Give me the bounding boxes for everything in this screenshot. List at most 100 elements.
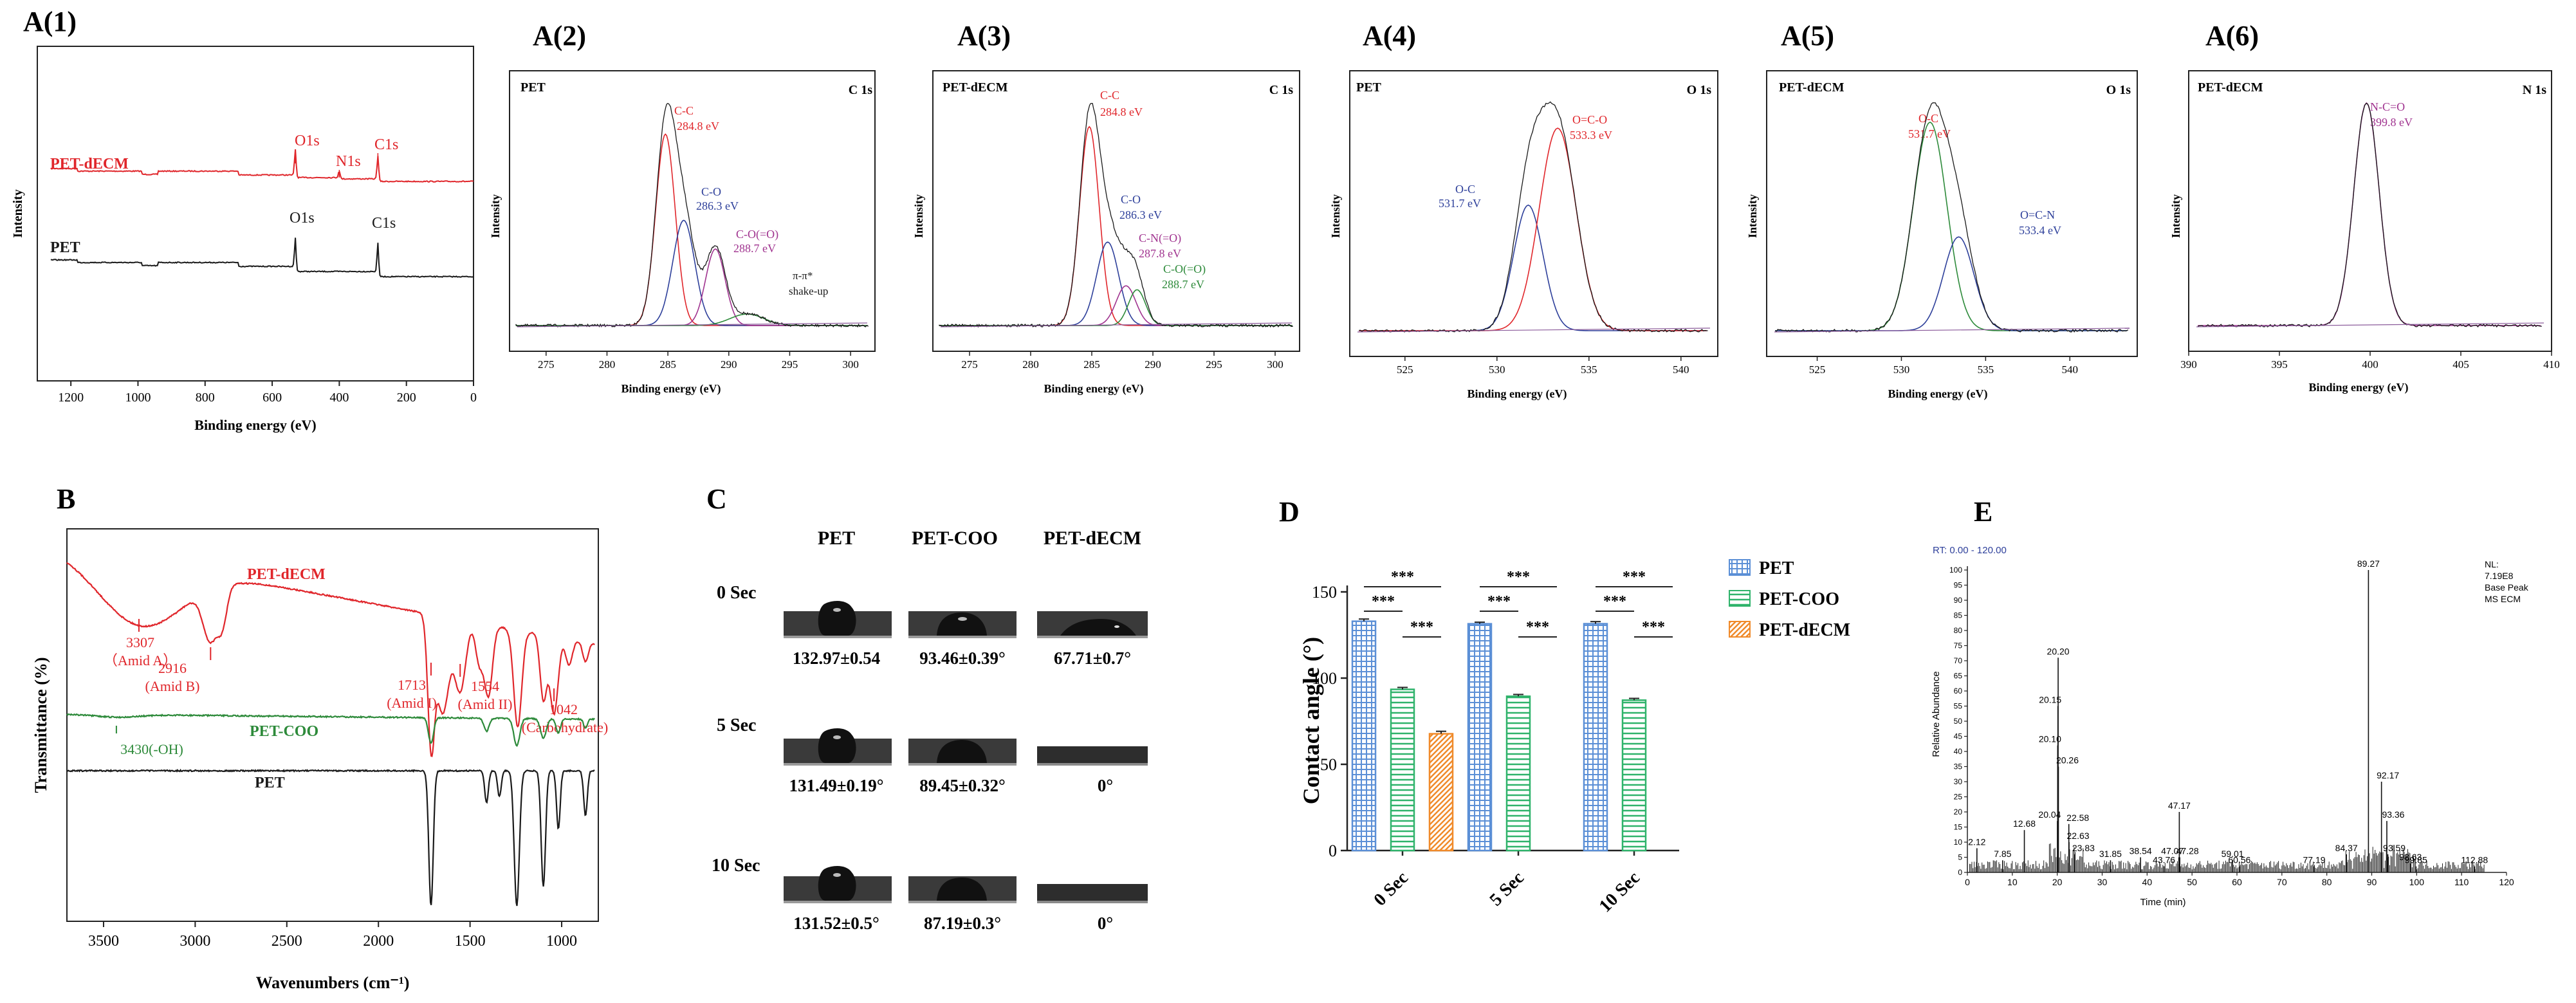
e-peak-label-26: 99.85: [2405, 855, 2427, 865]
a5-region: O 1s: [2106, 83, 2131, 97]
d-sig-2-0: ***: [1623, 569, 1646, 585]
a3-component-1: [939, 241, 1293, 326]
a3-sample: PET-dECM: [943, 80, 1008, 95]
a2-val-pi: shake-up: [789, 285, 828, 297]
c-col-coo: PET-COO: [912, 528, 998, 549]
a6-ylabel: Intensity: [2169, 194, 2182, 238]
e-ytick-label-12: 60: [1954, 686, 1963, 695]
a3-xtick-label-2: 285: [1083, 358, 1100, 371]
a1-lines: [50, 149, 474, 279]
e-peak-label-1: 7.85: [1994, 849, 2011, 859]
a1-peak-o1s-pet: O1s: [290, 210, 315, 226]
e-peak-label-3: 20.04: [2038, 809, 2061, 820]
e-ytick-label-3: 15: [1954, 823, 1963, 832]
e-xtick-label-10: 100: [2409, 877, 2425, 887]
b-line-decm: [66, 562, 595, 757]
a5-sample: PET-dECM: [1779, 80, 1845, 95]
c-row0-time: 0 Sec: [717, 583, 756, 603]
b-line-pet: [66, 768, 595, 906]
e-peak-label-18: 60.56: [2228, 855, 2250, 865]
a3-xtick-label-3: 290: [1145, 358, 1161, 371]
e-peak-label-15: 47.17: [2168, 800, 2191, 811]
a5-xlabel: Binding energy (eV): [1888, 387, 1988, 401]
d-sig-0-0: ***: [1391, 569, 1414, 585]
b-ann-2916-sub: (Amid B): [145, 678, 200, 694]
e-ytick-label-7: 35: [1954, 762, 1963, 771]
a2-sample: PET: [520, 80, 546, 95]
a5-xtick-label-2: 535: [1978, 363, 1994, 376]
chart-a1: 1200 1000 800 600 400 200 0 Binding energy (eV…: [11, 46, 477, 433]
panel-label-e: E: [1974, 496, 1992, 528]
e-axes: 0 5 10 15 20 25 30 35 40 45 50 55 60 65 70 75 80 85 90 95 10…: [1949, 566, 2514, 887]
a5-val-ocn: 533.4 eV: [2019, 224, 2061, 237]
a1-peak-c1s-decm: C1s: [374, 136, 398, 153]
a5-xtick-label-1: 530: [1893, 363, 1910, 376]
a3-xtick-label-5: 300: [1267, 358, 1283, 371]
e-ytick-label-0: 0: [1958, 868, 1962, 877]
a6-experimental: [2197, 102, 2542, 328]
a3-val-coo: 288.7 eV: [1162, 278, 1204, 291]
b-xtick-label-3: 2000: [363, 933, 394, 950]
a3-ylabel: Intensity: [912, 194, 925, 238]
a3-experimental: [939, 102, 1293, 328]
a3-lab-cc: C-C: [1100, 89, 1119, 102]
e-ytick-label-9: 45: [1954, 732, 1963, 741]
d-sig-2-2: ***: [1642, 619, 1665, 636]
d-legend-swatch-pet: [1729, 559, 1751, 576]
e-ytick-label-11: 55: [1954, 702, 1963, 711]
a4-xtick-label-2: 535: [1581, 363, 1597, 376]
d-sig-0-1: ***: [1372, 593, 1395, 610]
e-peak-label-9: 22.63: [2067, 831, 2090, 841]
chart-a6: PET-dECM N 1s Binding energy (eV) Intens…: [2169, 70, 2560, 394]
chart-b: Wavenumbers (cm⁻¹) Transmittance (%) PET…: [32, 528, 608, 992]
b-ann-3430: 3430(-OH): [120, 741, 183, 757]
e-ytick-label-20: 100: [1949, 566, 1962, 575]
a1-xtick-label-2: 800: [196, 391, 215, 405]
a1-series-label-decm: PET-dECM: [50, 156, 129, 172]
a2-region: C 1s: [849, 83, 872, 97]
e-peak-label-25: 98.63: [2399, 852, 2422, 862]
a4-val-oc: 531.7 eV: [1439, 197, 1481, 210]
c-val-0-0: 132.97±0.54: [793, 649, 880, 668]
a5-frame: [1766, 70, 2138, 357]
a3-val-cno: 287.8 eV: [1139, 247, 1181, 260]
panel-label-a6: A(6): [2205, 20, 2259, 51]
a5-xtick-label-0: 525: [1809, 363, 1826, 376]
d-legend-pet: PET: [1759, 558, 1794, 578]
e-xtick-label-3: 30: [2097, 877, 2108, 887]
a1-ticks: 1200 1000 800 600 400 200 0: [58, 381, 477, 405]
panel-label-a3: A(3): [957, 20, 1011, 51]
e-peak-label-24: 93.59: [2383, 843, 2406, 853]
a6-xtick-label-2: 400: [2362, 358, 2378, 371]
b-xtick-label-4: 1500: [455, 933, 486, 950]
a2-xlabel: Binding energy (eV): [621, 382, 721, 396]
a3-xtick-label-4: 295: [1206, 358, 1222, 371]
chart-a4: PET O 1s Binding energy (eV) Intensity O…: [1329, 70, 1718, 401]
panel-label-a4: A(4): [1363, 20, 1416, 51]
d-bar-1-0: [1467, 623, 1493, 852]
d-sig-2-1: ***: [1603, 593, 1626, 610]
a2-ylabel: Intensity: [489, 194, 502, 238]
a1-peak-n1s-decm: N1s: [336, 153, 361, 170]
d-legend-swatch-decm: [1729, 621, 1751, 638]
d-sig-1-1: ***: [1487, 593, 1511, 610]
a1-series-label-pet: PET: [50, 239, 80, 256]
a4-xtick-label-1: 530: [1489, 363, 1505, 376]
a4-ylabel: Intensity: [1329, 194, 1342, 238]
panel-label-d: D: [1279, 496, 1300, 528]
e-xtick-label-1: 10: [2007, 877, 2018, 887]
e-peak-label-5: 20.15: [2039, 695, 2061, 705]
e-peak-label-19: 77.19: [2303, 855, 2326, 865]
a3-component-0: [939, 125, 1293, 326]
a1-xtick-label-1: 1000: [125, 391, 151, 405]
e-peak-label-13: 43.76: [2153, 855, 2175, 865]
panel-label-a1: A(1): [23, 6, 77, 37]
e-xlabel: Time (min): [2140, 897, 2185, 908]
c-val-0-1: 93.46±0.39°: [919, 649, 1006, 668]
d-legend-coo: PET-COO: [1759, 589, 1839, 609]
e-peak-label-16: 47.28: [2176, 846, 2199, 856]
c-val-2-1: 87.19±0.3°: [924, 914, 1001, 933]
e-ytick-label-18: 90: [1954, 596, 1963, 605]
panel-label-a2: A(2): [533, 20, 586, 51]
a1-frame: [37, 46, 474, 382]
